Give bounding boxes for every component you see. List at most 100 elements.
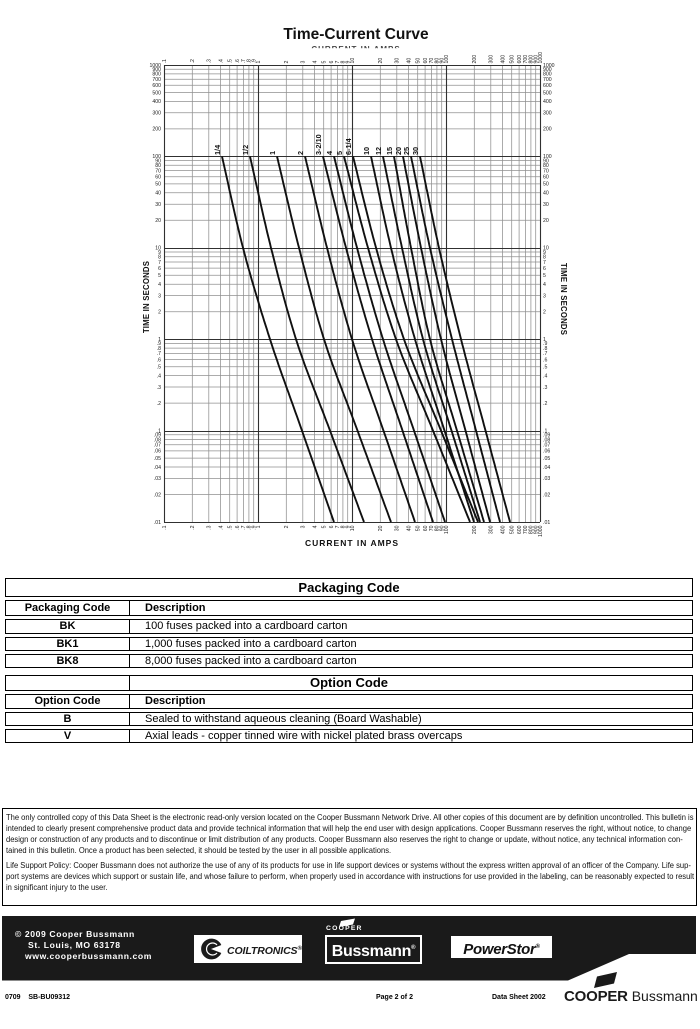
svg-text:400: 400 — [152, 99, 161, 105]
svg-text:5: 5 — [322, 61, 328, 64]
svg-text:30: 30 — [395, 58, 401, 64]
svg-text:.4: .4 — [218, 525, 224, 529]
svg-text:3: 3 — [301, 61, 307, 64]
svg-text:70: 70 — [155, 168, 161, 174]
svg-text:800: 800 — [543, 72, 552, 78]
svg-text:Time-Current Curve: Time-Current Curve — [283, 26, 429, 43]
svg-text:.03: .03 — [154, 476, 161, 482]
svg-text:100: 100 — [543, 154, 552, 160]
svg-text:.3: .3 — [157, 385, 161, 391]
svg-text:100: 100 — [152, 154, 161, 160]
svg-text:7: 7 — [335, 61, 341, 64]
svg-text:.7: .7 — [241, 59, 247, 63]
svg-text:2: 2 — [284, 61, 290, 64]
svg-text:1/2: 1/2 — [241, 145, 250, 155]
svg-text:600: 600 — [152, 83, 161, 89]
svg-text:10: 10 — [350, 525, 356, 531]
svg-text:.5: .5 — [543, 365, 547, 371]
svg-text:20: 20 — [155, 218, 161, 224]
svg-text:5: 5 — [543, 273, 546, 279]
svg-text:6-1/4: 6-1/4 — [344, 137, 353, 155]
svg-text:6: 6 — [543, 266, 546, 272]
svg-text:300: 300 — [489, 55, 495, 64]
svg-text:.02: .02 — [154, 492, 161, 498]
svg-text:.09: .09 — [154, 433, 161, 439]
svg-text:.8: .8 — [247, 59, 253, 63]
svg-text:.4: .4 — [218, 59, 224, 63]
svg-text:.05: .05 — [543, 456, 550, 462]
svg-text:70: 70 — [543, 168, 549, 174]
svg-text:900: 900 — [534, 55, 540, 64]
svg-text:40: 40 — [543, 191, 549, 197]
svg-text:10: 10 — [350, 58, 356, 64]
svg-text:.3: .3 — [207, 59, 213, 63]
svg-text:20: 20 — [378, 525, 384, 531]
svg-text:.9: .9 — [157, 341, 161, 347]
svg-text:.08: .08 — [543, 437, 550, 443]
svg-text:.7: .7 — [157, 351, 161, 357]
svg-text:9: 9 — [346, 61, 352, 64]
svg-text:500: 500 — [152, 90, 161, 96]
svg-text:.01: .01 — [154, 520, 161, 526]
svg-text:90: 90 — [543, 158, 549, 164]
svg-text:.07: .07 — [154, 443, 161, 449]
svg-text:1000: 1000 — [538, 52, 544, 64]
svg-text:30: 30 — [395, 525, 401, 531]
svg-text:4: 4 — [312, 525, 318, 528]
svg-text:90: 90 — [155, 158, 161, 164]
svg-text:5: 5 — [335, 151, 344, 155]
svg-text:60: 60 — [423, 525, 429, 531]
svg-text:7: 7 — [158, 260, 161, 266]
svg-text:15: 15 — [385, 147, 394, 155]
svg-text:.7: .7 — [543, 351, 547, 357]
svg-text:80: 80 — [543, 163, 549, 169]
svg-text:CURRENT IN AMPS: CURRENT IN AMPS — [305, 538, 399, 548]
svg-text:900: 900 — [543, 67, 552, 73]
svg-text:12: 12 — [374, 147, 383, 155]
svg-text:10: 10 — [543, 246, 549, 252]
svg-text:1: 1 — [158, 337, 161, 343]
svg-text:80: 80 — [435, 525, 441, 531]
svg-text:.1: .1 — [162, 525, 168, 529]
svg-text:200: 200 — [472, 525, 478, 534]
svg-text:40: 40 — [406, 525, 412, 531]
svg-text:100: 100 — [444, 525, 450, 534]
svg-text:60: 60 — [543, 175, 549, 181]
svg-text:3: 3 — [543, 293, 546, 299]
svg-text:300: 300 — [152, 111, 161, 117]
svg-text:.04: .04 — [543, 465, 550, 471]
svg-text:.6: .6 — [235, 59, 241, 63]
svg-text:400: 400 — [543, 99, 552, 105]
svg-text:.04: .04 — [154, 465, 161, 471]
svg-text:.9: .9 — [252, 525, 258, 529]
svg-text:30: 30 — [155, 202, 161, 208]
svg-text:4: 4 — [312, 61, 318, 64]
svg-text:20: 20 — [543, 218, 549, 224]
svg-text:60: 60 — [423, 58, 429, 64]
svg-text:80: 80 — [435, 58, 441, 64]
svg-text:3-2/10: 3-2/10 — [314, 134, 323, 155]
svg-text:8: 8 — [543, 255, 546, 261]
svg-text:50: 50 — [543, 182, 549, 188]
svg-text:1/4: 1/4 — [213, 144, 222, 155]
svg-text:.9: .9 — [252, 59, 258, 63]
svg-text:300: 300 — [543, 111, 552, 117]
svg-text:80: 80 — [155, 163, 161, 169]
svg-text:500: 500 — [510, 525, 516, 534]
svg-text:4: 4 — [543, 282, 546, 288]
svg-text:2: 2 — [296, 151, 305, 155]
svg-text:.8: .8 — [543, 346, 547, 352]
svg-text:9: 9 — [346, 525, 352, 528]
svg-text:.2: .2 — [157, 401, 161, 407]
svg-text:.02: .02 — [543, 492, 550, 498]
svg-text:1: 1 — [543, 337, 546, 343]
svg-text:700: 700 — [523, 55, 529, 64]
svg-text:.05: .05 — [154, 456, 161, 462]
svg-text:200: 200 — [472, 55, 478, 64]
svg-text:.6: .6 — [543, 357, 547, 363]
svg-text:500: 500 — [543, 90, 552, 96]
svg-text:2: 2 — [284, 525, 290, 528]
svg-text:9: 9 — [543, 250, 546, 256]
svg-text:.4: .4 — [543, 373, 547, 379]
svg-text:20: 20 — [394, 147, 403, 155]
